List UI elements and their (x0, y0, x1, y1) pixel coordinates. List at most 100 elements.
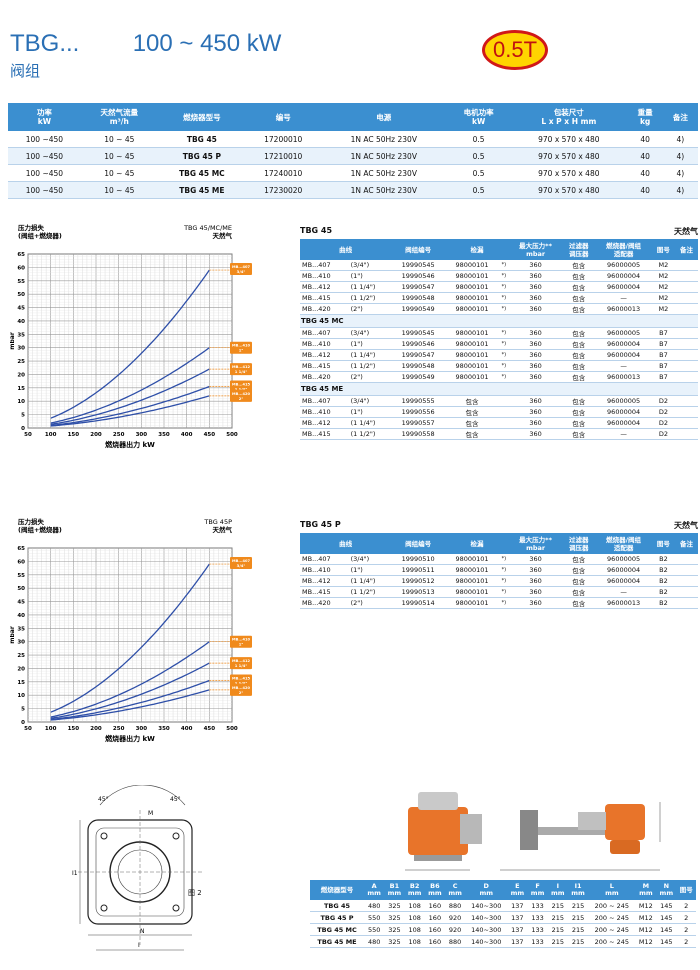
valve-cell: *) (498, 260, 509, 271)
flange-drawing: 45° 45° M N I I1 (72, 785, 202, 951)
chart-series-tag (230, 363, 252, 376)
dim-cell: 2 (676, 911, 696, 924)
valve-cell: (1") (348, 270, 392, 282)
dim-cell: 140~300 (465, 911, 508, 924)
chart-ytick-label: 35 (17, 332, 25, 338)
valve-cell: MB...410 (300, 338, 349, 350)
chart-ytick-label: 10 (17, 399, 25, 405)
spec-cell: TBG 45 P (157, 147, 246, 165)
spec-cell: 40 (627, 147, 663, 165)
valve-cell: *) (498, 338, 509, 350)
valve-cell: 98000101 (445, 575, 499, 587)
spec-cell: 970 x 570 x 480 (510, 181, 628, 199)
valve-cell: 包含 (562, 428, 596, 440)
valve-cell: *) (498, 597, 509, 609)
valve-row: MB...420 (2") 19990549 98000101 *) 360 包含 96000… (300, 371, 698, 383)
dim-cell: 2 (676, 935, 696, 948)
valve-cell: 包含 (445, 406, 499, 418)
valve-table-1: 曲线 阀组编号 检漏 最大压力** mbar 过滤器 调压器 燃烧器/阀组 适配器 图号 备注 MB.… (300, 240, 698, 440)
chart-xlabel: 燃烧器出力 kW (104, 440, 155, 449)
valve-cell (674, 360, 698, 372)
valve-cell: (1") (348, 338, 392, 350)
chart-ytick-label: 5 (21, 413, 25, 419)
dim-cell: 145 (656, 935, 677, 948)
valve-cell: 360 (508, 338, 563, 350)
spec-cell: 4) (662, 131, 698, 148)
valve-cell: 19990549 (391, 371, 446, 383)
spec-cell: 100 ~450 (8, 147, 81, 165)
dim-cell: 325 (384, 900, 405, 912)
dim-row: TBG 45 ME 480 325 108 160 880 140~300 137 133 215… (310, 935, 696, 948)
valve-header: 图号 (651, 534, 675, 554)
valve-cell: 包含 (445, 395, 499, 407)
valve-row: MB...407 (3/4") 19990510 98000101 *) 360 包含 960… (300, 554, 698, 565)
valve-header: 曲线 (300, 534, 392, 554)
valve-cell: 96000004 (595, 338, 652, 350)
chart-title: TBG 45/MC/ME (183, 224, 232, 232)
chart-xtick-label: 300 (136, 726, 148, 732)
valve-header-row: 曲线 阀组编号 检漏 最大压力** mbar 过滤器 调压器 燃烧器/阀组 适配器 图号 备注 (300, 240, 698, 260)
chart-subtitle: 天然气 (213, 231, 233, 240)
chart-ytick-label: 60 (17, 559, 25, 565)
valve-cell (498, 395, 509, 407)
valve-cell: B2 (651, 575, 675, 587)
dim-cell: 880 (445, 935, 466, 948)
valve-group-row: TBG 45 MC (300, 314, 698, 328)
chart-ytick-label: 25 (17, 359, 25, 365)
valve-row: MB...410 (1") 19990556 包含 360 包含 96000004 D2 (300, 406, 698, 418)
chart-ytick-label: 50 (17, 586, 25, 592)
dim-cell: 215 (547, 935, 568, 948)
valve-cell: 360 (508, 575, 563, 587)
valve-cell: 包含 (562, 371, 596, 383)
valve-cell: *) (498, 554, 509, 565)
valve-header: 检漏 (445, 240, 509, 260)
valve-cell: — (595, 292, 652, 304)
valve-cell: 19990510 (391, 554, 446, 565)
valve-cell: 98000101 (445, 292, 499, 304)
valve-cell: *) (498, 586, 509, 598)
chart-series-tag (230, 635, 252, 648)
valve-cell: 19990545 (391, 260, 446, 271)
dim-cell: 325 (384, 935, 405, 948)
valve-row: MB...407 (3/4") 19990545 98000101 *) 360 包含 960… (300, 327, 698, 339)
valve-row: MB...407 (3/4") 19990555 包含 360 包含 96000005 D2 (300, 395, 698, 407)
valve-cell: 包含 (445, 417, 499, 429)
chart-ytick-label: 25 (17, 653, 25, 659)
chart-series-tag (230, 341, 252, 354)
chart-xtick-label: 250 (113, 432, 125, 438)
valve-row: MB...415 (1 1/2") 19990558 包含 360 包含 — D2 (300, 428, 698, 440)
valve-cell: 19990512 (391, 575, 446, 587)
valve-cell: (2") (348, 597, 392, 609)
valve-cell: 360 (508, 406, 563, 418)
valve-cell: 包含 (562, 597, 596, 609)
spec-cell: 0.5 (447, 131, 511, 148)
chart-ytick-label: 0 (21, 426, 25, 432)
valve-cell: 包含 (562, 417, 596, 429)
dim-cell: 920 (445, 923, 466, 936)
chart-xtick-label: 450 (204, 726, 216, 732)
valve-cell: 360 (508, 428, 563, 440)
valve-row: MB...412 (1 1/4") 19990547 98000101 *) 360 包含 9… (300, 281, 698, 293)
valve-cell: 96000004 (595, 270, 652, 282)
spec-cell: 0.5 (447, 181, 511, 199)
valve-cell: 包含 (562, 554, 596, 565)
valve-cell: MB...407 (300, 395, 349, 407)
dim-cell: 145 (656, 900, 677, 912)
dim-cell: 160 (424, 911, 445, 924)
valve-cell: MB...412 (300, 281, 349, 293)
chart-series-line (50, 269, 210, 419)
dim-cell: 133 (527, 900, 548, 912)
dim-cell: 145 (656, 911, 677, 924)
chart-series-tag-size: 1 1/4" (235, 663, 248, 668)
valve-cell: 98000101 (445, 303, 499, 315)
dim-cell: 2 (676, 900, 696, 912)
valve-row: MB...412 (1 1/4") 19990557 包含 360 包含 96000004 D… (300, 417, 698, 429)
chart-series-tag-size: 3/4" (237, 563, 246, 568)
chart-ytick-label: 50 (17, 292, 25, 298)
page-subtitle: 阀组 (10, 62, 41, 80)
valve-cell: (1 1/2") (348, 360, 392, 372)
valve-cell: 19990549 (391, 303, 446, 315)
spec-cell: 970 x 570 x 480 (510, 147, 628, 165)
